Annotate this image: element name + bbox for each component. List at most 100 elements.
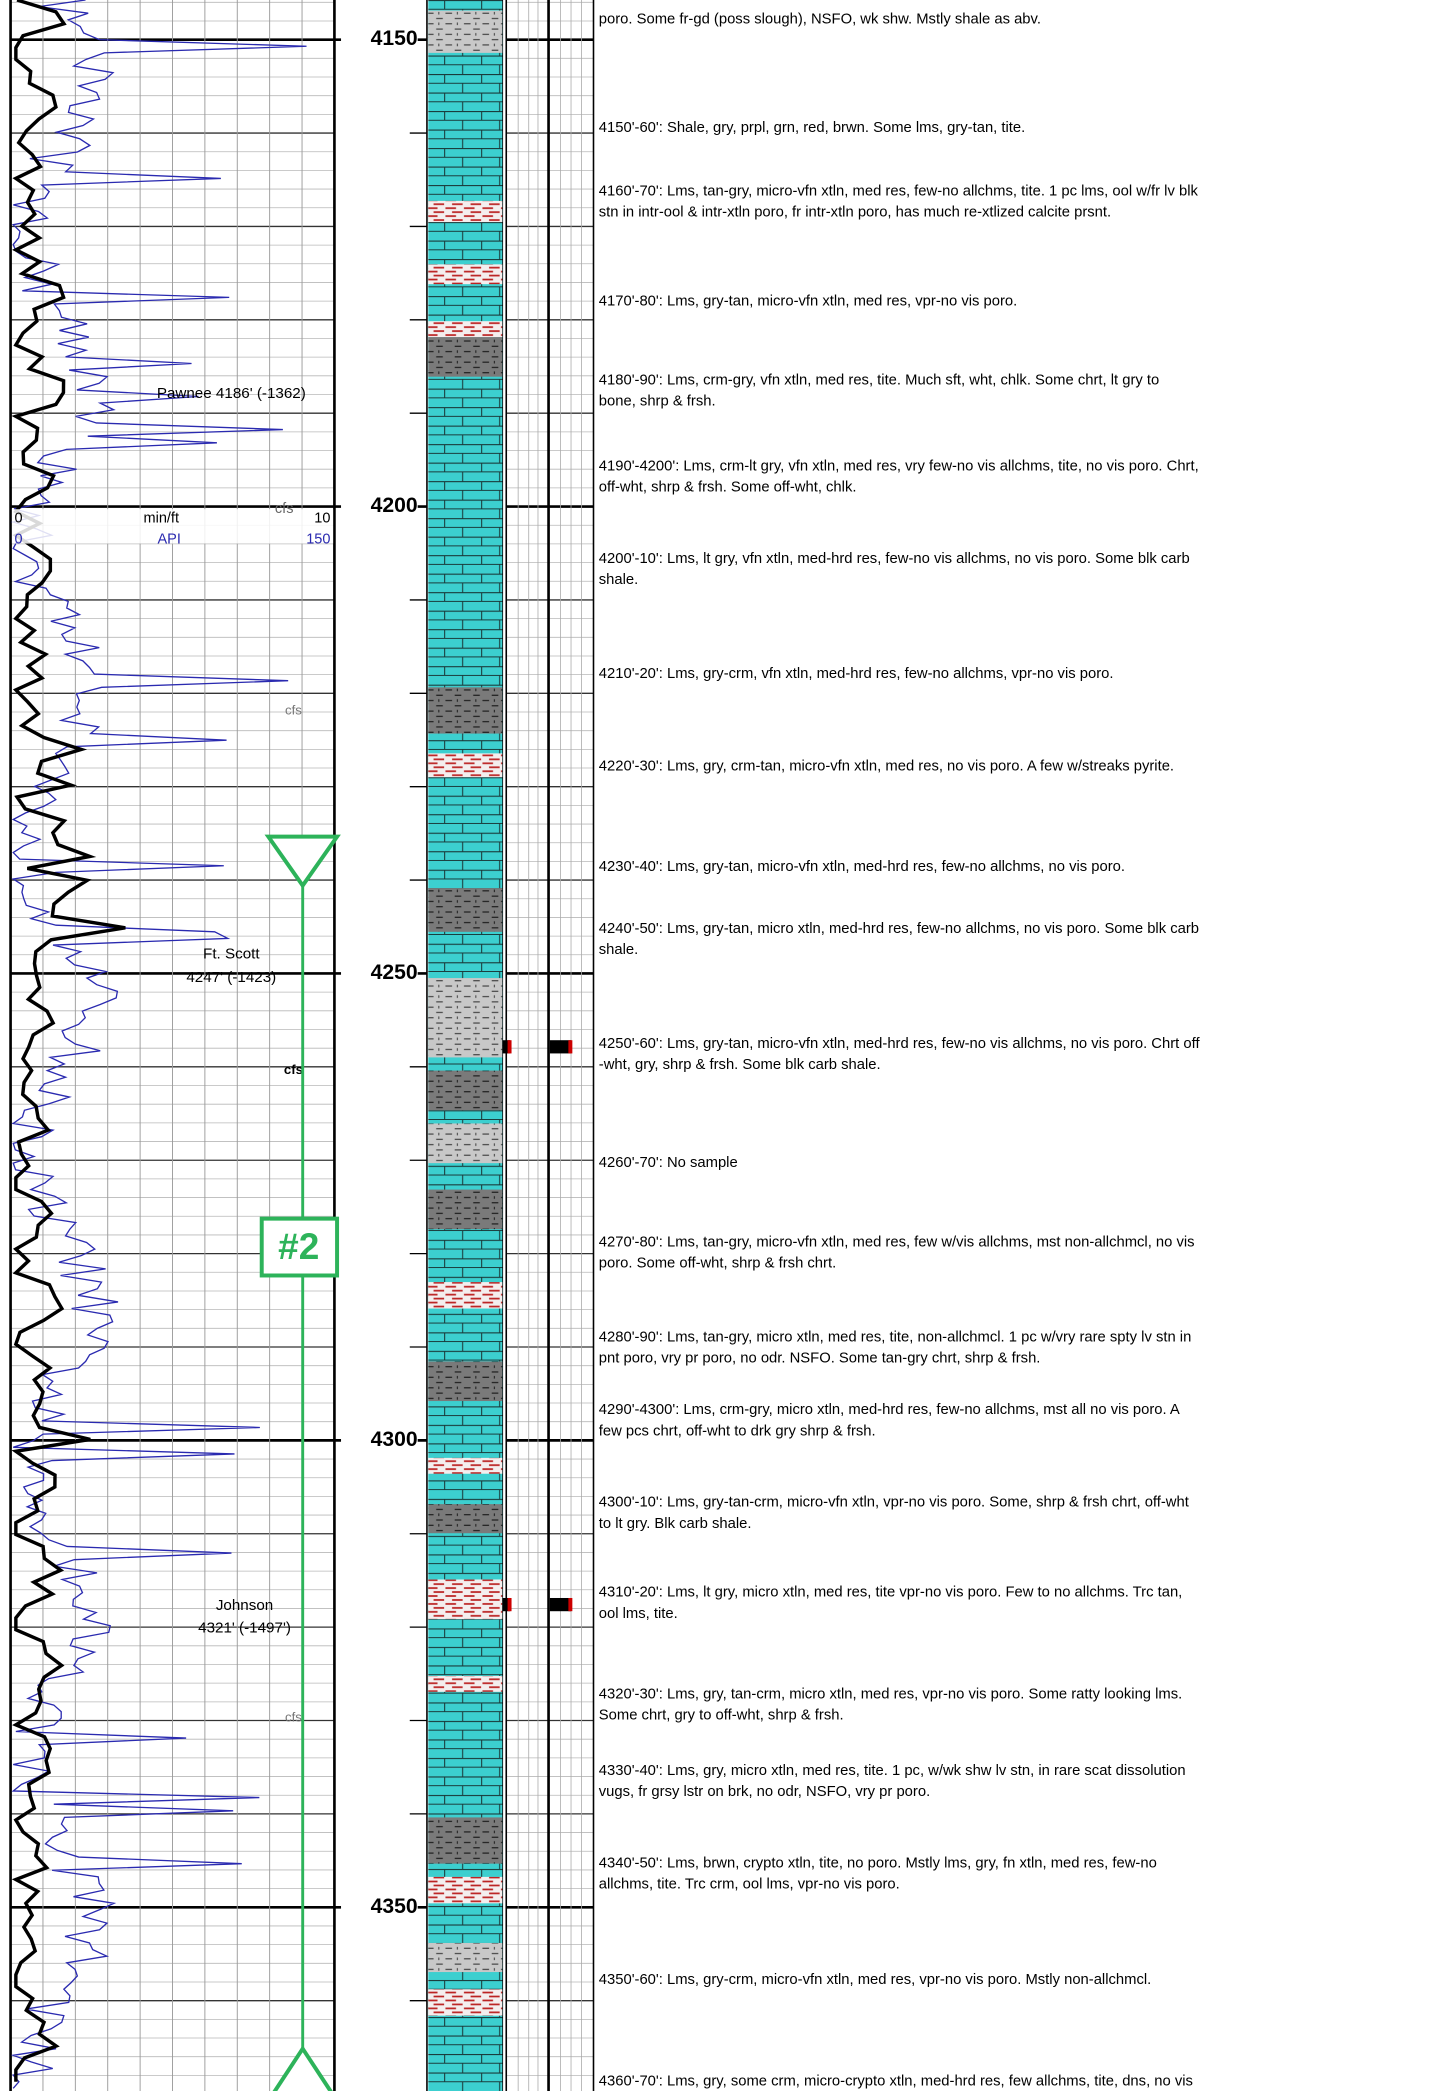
lithology-description: 4220'-30': Lms, gry, crm-tan, micro-vfn … — [599, 759, 1174, 775]
lithology-bed — [428, 1504, 503, 1534]
lithology-description: -wht, gry, shrp & frsh. Some blk carb sh… — [599, 1057, 881, 1073]
lithology-description: 4310'-20': Lms, lt gry, micro xtln, med … — [599, 1585, 1183, 1601]
lithology-bed — [428, 1457, 503, 1474]
marker-bottom — [272, 2045, 333, 2091]
lithology-bed — [428, 1942, 503, 1973]
formation-top: 4321' (-1497') — [198, 1619, 291, 1636]
show-mark — [507, 1040, 512, 1054]
lithology-description: shale. — [599, 572, 639, 588]
lithology-bed — [428, 1282, 503, 1309]
curve-scale-label: min/ft — [144, 510, 180, 526]
lithology-description: 4360'-70': Lms, gry, some crm, micro-cry… — [599, 2074, 1193, 2090]
lithology-description: 4240'-50': Lms, gry-tan, micro xtln, med… — [599, 921, 1199, 937]
depth-label-bg — [341, 1428, 418, 1453]
show-mark — [502, 1597, 511, 1612]
depth-label: 4300 — [371, 1428, 418, 1451]
lithology-description: pnt poro, vry pr poro, no odr. NSFO. Som… — [599, 1351, 1041, 1367]
curve-scale-label: 150 — [306, 531, 330, 547]
lithology-description: 4190'-4200': Lms, crm-lt gry, vfn xtln, … — [599, 458, 1199, 474]
lithology-description: 4260'-70': No sample — [599, 1155, 738, 1171]
lithology-bed — [428, 888, 503, 932]
lithology-description: stn in intr-ool & intr-xtln poro, fr int… — [599, 205, 1111, 221]
lithology-description: shale. — [599, 942, 639, 958]
lithology-description: to lt gry. Blk carb shale. — [599, 1516, 752, 1532]
lithology-description: Some chrt, gry to off-wht, shrp & frsh. — [599, 1708, 844, 1724]
lithology-bed — [428, 1989, 503, 2016]
lithology-bed — [428, 1070, 503, 1111]
lithology-bed — [428, 337, 503, 377]
lithology-description: 4200'-10': Lms, lt gry, vfn xtln, med-hr… — [599, 551, 1190, 567]
lithology-description: 4170'-80': Lms, gry-tan, micro-vfn xtln,… — [599, 293, 1017, 309]
lithology-bed — [428, 321, 503, 338]
lithology-description: 4290'-4300': Lms, crm-gry, micro xtln, m… — [599, 1402, 1180, 1418]
lithology-description: 4150'-60': Shale, gry, prpl, grn, red, b… — [599, 120, 1025, 136]
lithology-description: 4160'-70': Lms, tan-gry, micro-vfn xtln,… — [599, 184, 1199, 200]
depth-label: 4250 — [371, 961, 418, 984]
lithology-bed — [428, 753, 503, 778]
show-mark — [568, 1040, 573, 1054]
lithology-description: bone, shrp & frsh. — [599, 394, 716, 410]
header-bg — [11, 509, 334, 544]
lithology — [428, 0, 573, 2091]
cfs-label: cfs — [285, 703, 302, 718]
show-mark — [549, 1597, 572, 1612]
lithology-bed — [428, 1579, 503, 1620]
depth-label: 4150 — [371, 27, 418, 50]
gamma-curve — [10, 0, 307, 2089]
cfs-label: cfs — [284, 1062, 303, 1077]
depth-label-bg — [341, 961, 418, 986]
curve-scale-label: cfs — [275, 501, 294, 517]
drill-time-curve — [11, 0, 126, 2082]
show-mark — [568, 1597, 573, 1612]
lithology-description: off-wht, shrp & frsh. Some off-wht, chlk… — [599, 480, 857, 496]
lithology-description: 4280'-90': Lms, tan-gry, micro xtln, med… — [599, 1330, 1192, 1346]
lithology-description: 4270'-80': Lms, tan-gry, micro-vfn xtln,… — [599, 1234, 1195, 1250]
lithology-bed — [428, 687, 503, 734]
show-mark — [549, 1040, 572, 1054]
lithology-bed — [428, 1123, 503, 1164]
lithology-bed — [428, 1876, 503, 1904]
formation-top: Johnson — [216, 1597, 273, 1614]
lithology-description: 4330'-40': Lms, gry, micro xtln, med res… — [599, 1763, 1186, 1779]
lithology-bed — [428, 200, 503, 223]
curve-scale-label: 0 — [15, 510, 23, 526]
cfs-label: cfs — [285, 1710, 302, 1725]
lithology-description: vugs, fr grsy lstr on brk, no odr, NSFO,… — [599, 1784, 930, 1800]
lithology-description: poro. Some fr-gd (poss slough), NSFO, wk… — [599, 12, 1041, 28]
curve-scale-label: 0 — [15, 531, 23, 547]
lithology-description: 4340'-50': Lms, brwn, crypto xtln, tite,… — [599, 1856, 1157, 1872]
formation-top: 4247' (-1423) — [186, 969, 276, 986]
lithology-bed — [428, 978, 503, 1058]
lithology-description: 4210'-20': Lms, gry-crm, vfn xtln, med-h… — [599, 666, 1114, 682]
depth-label-bg — [341, 1895, 418, 1920]
show-mark — [502, 1040, 511, 1054]
formation-top: Ft. Scott — [203, 945, 260, 962]
lithology-description: 4180'-90': Lms, crm-gry, vfn xtln, med r… — [599, 373, 1159, 389]
show-mark — [507, 1597, 512, 1612]
lithology-description: ool lms, tite. — [599, 1606, 678, 1622]
lithology-description: 4250'-60': Lms, gry-tan, micro-vfn xtln,… — [599, 1036, 1201, 1052]
lithology-description: allchms, tite. Trc crm, ool lms, vpr-no … — [599, 1877, 900, 1893]
depth-label: 4200 — [371, 494, 418, 517]
lithology-bed — [428, 264, 503, 285]
lithology-description: 4350'-60': Lms, gry-crm, micro-vfn xtln,… — [599, 1972, 1151, 1988]
lithology-description: poro. Some off-wht, shrp & frsh chrt. — [599, 1255, 836, 1271]
marker-box — [259, 1216, 340, 1278]
lithology-bed — [428, 1189, 503, 1230]
lithology-bed — [428, 1817, 503, 1864]
lithology-description: few pcs chrt, off-wht to drk gry shrp & … — [599, 1423, 876, 1439]
lithology-description: 4230'-40': Lms, gry-tan, micro-vfn xtln,… — [599, 859, 1125, 875]
lithology-bed — [428, 1361, 503, 1402]
formation-top: Pawnee 4186' (-1362) — [157, 385, 306, 402]
curve-scale-label: API — [157, 531, 180, 547]
lithology-bed — [428, 10, 503, 53]
log-curves — [10, 0, 307, 2089]
marker-label: #2 — [278, 1226, 319, 1267]
marker-top — [264, 834, 341, 890]
depth-label-bg — [341, 27, 418, 52]
lithology-description: 4300'-10': Lms, gry-tan-crm, micro-vfn x… — [599, 1495, 1189, 1511]
depth-label: 4350 — [371, 1895, 418, 1918]
lithology-bed — [428, 1675, 503, 1692]
